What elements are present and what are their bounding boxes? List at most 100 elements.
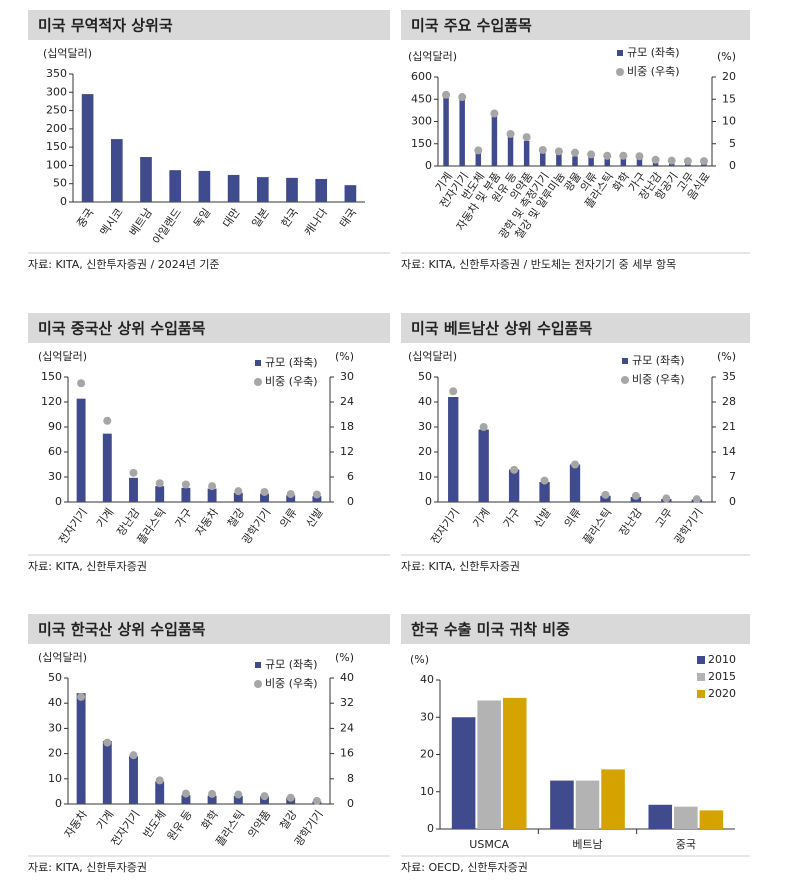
legend-swatch [621, 376, 629, 384]
panel-title: 한국 수출 미국 귀착 비중 [411, 621, 570, 639]
bar [286, 495, 296, 502]
point [601, 490, 610, 499]
y-tick-label: 10 [420, 785, 434, 798]
panel-title-bar [28, 614, 390, 644]
bar [207, 488, 217, 502]
source: 자료: KITA, 신한투자증권 / 반도체는 전자기기 중 세부 항목 [401, 258, 676, 271]
point [554, 147, 563, 156]
point [667, 156, 676, 165]
bar [198, 170, 211, 202]
bar [451, 717, 476, 829]
bar [572, 156, 578, 166]
y2-tick-label: 0 [347, 797, 354, 810]
y2-axis-unit: (%) [335, 350, 354, 363]
point [490, 109, 499, 118]
point [635, 152, 644, 161]
y2-axis-unit: (%) [717, 350, 736, 363]
source: 자료: KITA, 신한투자증권 [401, 560, 520, 573]
panel-title-bar [28, 10, 390, 40]
y2-tick-label: 30 [340, 370, 354, 383]
point [77, 379, 86, 388]
bar [155, 486, 165, 502]
y2-tick-label: 5 [729, 137, 736, 150]
y-tick-label: 600 [411, 70, 432, 83]
point [312, 490, 321, 499]
bar [129, 477, 138, 502]
point [129, 751, 138, 760]
x-tick-label: 기계 [470, 506, 492, 530]
y2-tick-label: 6 [347, 470, 354, 483]
x-tick-label: 가구 [173, 506, 195, 530]
y-tick-label: 30 [48, 721, 62, 734]
bar [233, 492, 243, 502]
y2-axis-unit: (%) [335, 651, 354, 664]
x-tick-label: USMCA [469, 838, 509, 851]
bar [556, 154, 562, 166]
bar [102, 433, 112, 502]
x-tick-label: 화학 [199, 808, 221, 832]
source: 자료: OECD, 신한투자증권 [401, 861, 528, 874]
bar [575, 780, 600, 829]
y-axis-unit: (십억달러) [38, 350, 87, 363]
panel-title: 미국 주요 수입품목 [411, 17, 532, 35]
bar [181, 487, 191, 502]
x-tick-label: 의류 [277, 506, 299, 530]
point [538, 145, 547, 154]
x-tick-label: 자동차 [193, 506, 221, 538]
x-tick-label: 전자기기 [428, 506, 462, 547]
y2-axis-unit: (%) [717, 50, 736, 63]
point [571, 460, 579, 469]
x-tick-label: 중국 [74, 206, 96, 230]
x-tick-label: 베트남 [127, 206, 155, 238]
y-axis-unit: (십억달러) [408, 350, 457, 363]
x-tick-label: 일본 [249, 205, 272, 230]
point [129, 468, 138, 477]
y-axis-unit: (십억달러) [43, 47, 92, 60]
point [510, 465, 519, 474]
point [474, 146, 483, 155]
y-tick-label: 150 [46, 140, 67, 153]
point [603, 151, 612, 160]
x-tick-label: 고무 [653, 506, 675, 530]
y2-tick-label: 12 [340, 445, 354, 458]
source: 자료: KITA, 신한투자증권 [28, 861, 147, 874]
bar [569, 464, 581, 502]
legend-label: 2010 [708, 653, 736, 666]
x-tick-label: 철강 [277, 808, 299, 832]
legend-swatch [254, 680, 262, 688]
x-tick-label: 한국 [279, 206, 301, 230]
bar [286, 177, 298, 202]
point [540, 476, 549, 485]
y-tick-label: 150 [41, 370, 62, 383]
bar [475, 153, 482, 166]
y-tick-label: 100 [46, 158, 67, 171]
panel-title-bar [401, 313, 750, 343]
bar [636, 158, 643, 166]
legend-label: 비중 (우축) [627, 65, 680, 78]
point [155, 776, 164, 785]
legend-swatch [616, 68, 624, 76]
y-tick-label: 30 [420, 710, 434, 723]
y-tick-label: 50 [418, 370, 432, 383]
y-tick-label: 0 [427, 822, 434, 835]
y-tick-label: 120 [41, 395, 62, 408]
y-tick-label: 0 [425, 495, 432, 508]
y-tick-label: 20 [420, 748, 434, 761]
panel-title: 미국 무역적자 상위국 [38, 17, 173, 35]
y2-tick-label: 15 [722, 92, 736, 105]
bar [227, 174, 240, 202]
y-tick-label: 40 [418, 395, 432, 408]
panel-title: 미국 베트남산 상위 수입품목 [411, 320, 592, 338]
point [77, 692, 86, 701]
bar [601, 769, 625, 829]
source: 자료: KITA, 신한투자증권 / 2024년 기준 [28, 258, 220, 271]
y-tick-label: 10 [418, 470, 432, 483]
x-tick-label: 신발 [304, 506, 326, 530]
bar [699, 810, 724, 829]
point [103, 416, 112, 425]
y2-tick-label: 0 [729, 495, 736, 508]
x-tick-label: 기계 [94, 808, 116, 832]
bar [312, 496, 322, 502]
y2-tick-label: 40 [340, 671, 354, 684]
point [286, 793, 295, 802]
